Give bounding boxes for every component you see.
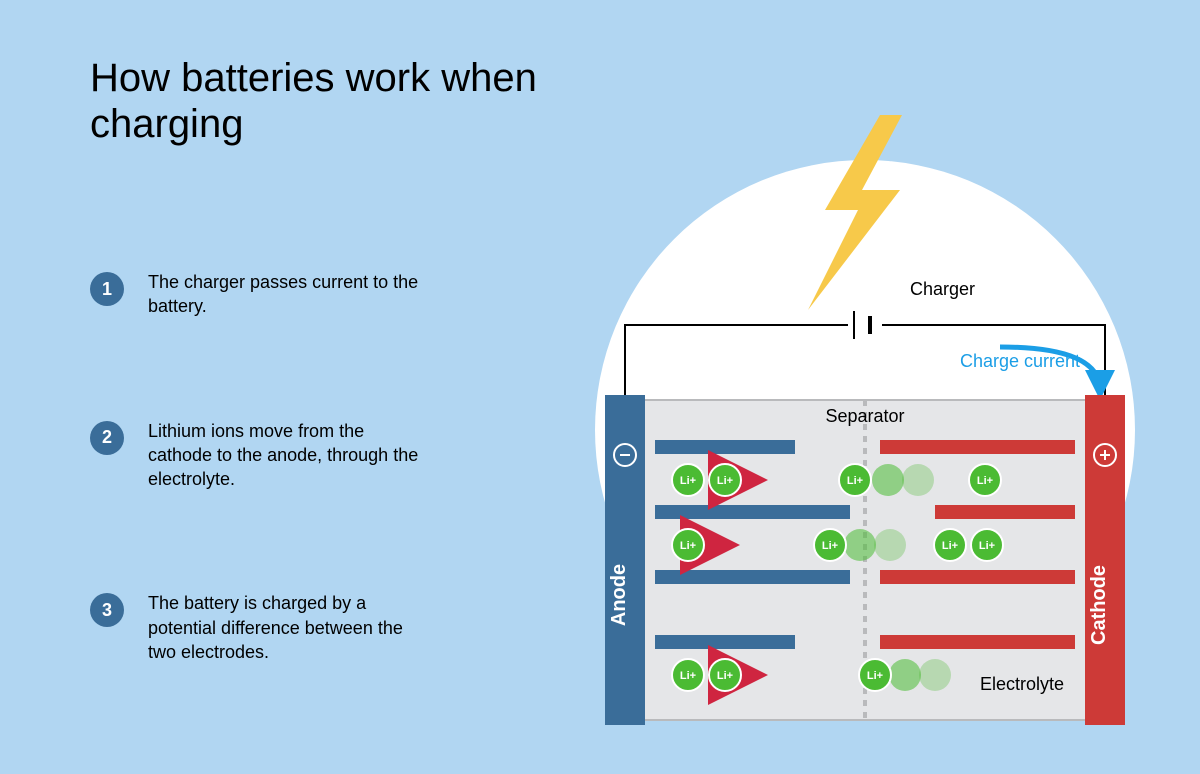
lithium-ion-label: Li+ xyxy=(680,540,696,552)
step-badge-1: 1 xyxy=(90,272,124,306)
cathode-label: Cathode xyxy=(1088,565,1110,645)
lithium-ion-label: Li+ xyxy=(847,475,863,487)
lithium-ion-label: Li+ xyxy=(977,475,993,487)
lithium-ion-ghost xyxy=(889,659,921,691)
lithium-ion-label: Li+ xyxy=(680,475,696,487)
page-root: How batteries work when charging 1 The c… xyxy=(0,0,1200,774)
electrolyte-label: Electrolyte xyxy=(980,674,1064,694)
step-text-1: The charger passes current to the batter… xyxy=(148,270,428,319)
lithium-ion-label: Li+ xyxy=(822,540,838,552)
page-title: How batteries work when charging xyxy=(90,55,610,147)
cathode-plate xyxy=(880,635,1075,649)
cathode-plate xyxy=(880,570,1075,584)
step-2: 2 Lithium ions move from the cathode to … xyxy=(90,419,490,492)
step-badge-3: 3 xyxy=(90,593,124,627)
anode-plate xyxy=(655,505,850,519)
anode-plate xyxy=(655,440,795,454)
lithium-ion-label: Li+ xyxy=(867,670,883,682)
lithium-ion-label: Li+ xyxy=(942,540,958,552)
lithium-ion-ghost xyxy=(919,659,951,691)
steps-list: 1 The charger passes current to the batt… xyxy=(90,270,490,764)
battery-diagram: Charger Charge current Separator Anode Catho… xyxy=(540,100,1160,740)
lithium-ion-ghost xyxy=(902,464,934,496)
step-text-2: Lithium ions move from the cathode to th… xyxy=(148,419,428,492)
lithium-ion-ghost xyxy=(872,464,904,496)
cathode-plate xyxy=(880,440,1075,454)
lithium-ion-label: Li+ xyxy=(979,540,995,552)
lithium-ion-label: Li+ xyxy=(717,475,733,487)
step-badge-2: 2 xyxy=(90,421,124,455)
step-3: 3 The battery is charged by a potential … xyxy=(90,591,490,664)
anode-plate xyxy=(655,635,795,649)
anode-plate xyxy=(655,570,850,584)
lithium-ion-ghost xyxy=(844,529,876,561)
lithium-ion-label: Li+ xyxy=(717,670,733,682)
step-text-3: The battery is charged by a potential di… xyxy=(148,591,428,664)
step-1: 1 The charger passes current to the batt… xyxy=(90,270,490,319)
lithium-ion-ghost xyxy=(874,529,906,561)
charge-current-label: Charge current xyxy=(960,351,1080,371)
lithium-ion-label: Li+ xyxy=(680,670,696,682)
separator-label: Separator xyxy=(825,406,904,426)
charger-label: Charger xyxy=(910,279,975,299)
cathode-plate xyxy=(935,505,1075,519)
anode-label: Anode xyxy=(608,564,630,626)
